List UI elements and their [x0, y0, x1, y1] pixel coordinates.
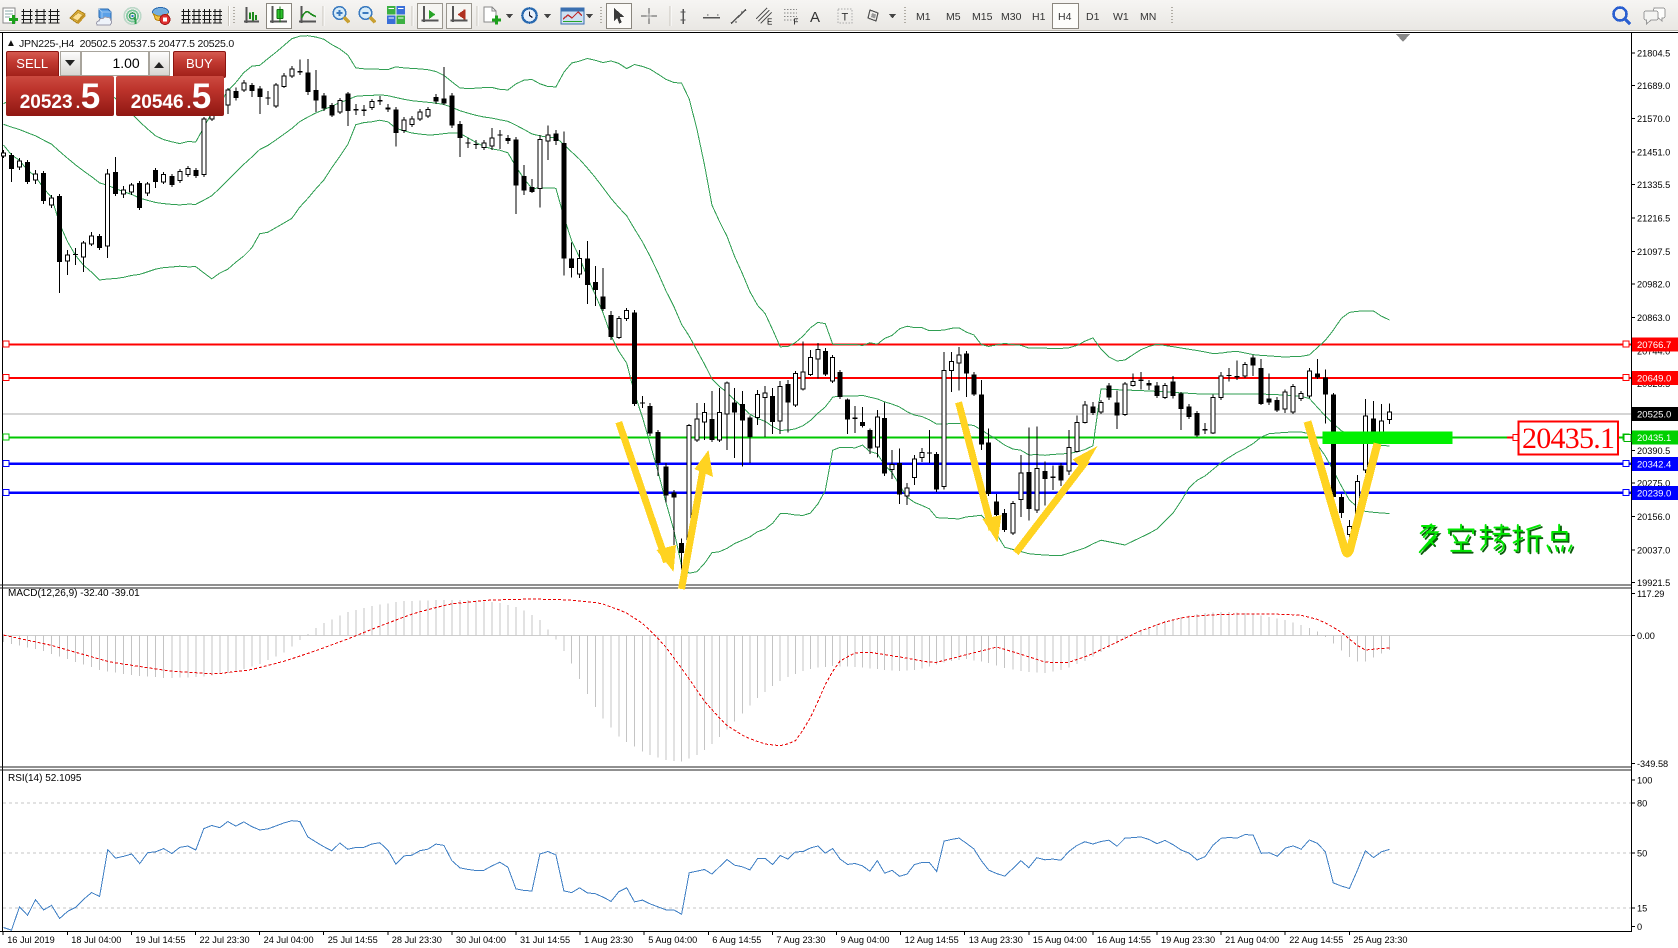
svg-text:▲: ▲ — [6, 38, 16, 49]
svg-text:21689.0: 21689.0 — [1637, 81, 1670, 91]
svg-text:W1: W1 — [1113, 11, 1129, 23]
svg-text:M5: M5 — [946, 11, 961, 23]
svg-text:MACD(12,26,9) -32.40 -39.01: MACD(12,26,9) -32.40 -39.01 — [8, 588, 140, 599]
svg-text:16 Jul 2019: 16 Jul 2019 — [7, 935, 55, 945]
svg-text:19921.5: 19921.5 — [1637, 578, 1670, 588]
svg-text:30 Jul 04:00: 30 Jul 04:00 — [456, 935, 506, 945]
svg-text:20390.5: 20390.5 — [1637, 446, 1670, 456]
svg-text:24 Jul 04:00: 24 Jul 04:00 — [264, 935, 314, 945]
svg-text:A: A — [810, 9, 820, 26]
svg-text:15 Aug 04:00: 15 Aug 04:00 — [1033, 935, 1087, 945]
svg-text:50: 50 — [1637, 848, 1647, 858]
svg-text:1 Aug 23:30: 1 Aug 23:30 — [584, 935, 633, 945]
svg-text:20156.0: 20156.0 — [1637, 512, 1670, 522]
svg-text:20649.0: 20649.0 — [1637, 373, 1671, 384]
svg-text:H4: H4 — [1058, 11, 1072, 23]
svg-text:M15: M15 — [972, 11, 993, 23]
svg-text:19 Aug 23:30: 19 Aug 23:30 — [1161, 935, 1215, 945]
svg-text:19 Jul 14:55: 19 Jul 14:55 — [135, 935, 185, 945]
svg-text:20982.0: 20982.0 — [1637, 280, 1670, 290]
svg-text:22 Jul 23:30: 22 Jul 23:30 — [200, 935, 250, 945]
svg-text:22 Aug 14:55: 22 Aug 14:55 — [1289, 935, 1343, 945]
svg-text:100: 100 — [1637, 775, 1652, 785]
svg-text:JPN225-,H4 20502.5 20537.5 20: JPN225-,H4 20502.5 20537.5 20477.5 20525… — [19, 38, 234, 50]
svg-text:H1: H1 — [1032, 11, 1046, 23]
svg-text:-349.58: -349.58 — [1637, 759, 1668, 769]
svg-text:21570.0: 21570.0 — [1637, 114, 1670, 124]
svg-text:20275.0: 20275.0 — [1637, 478, 1670, 488]
svg-text:20525.0: 20525.0 — [1637, 409, 1671, 420]
svg-text:117.29: 117.29 — [1637, 589, 1664, 599]
svg-text:20744.0: 20744.0 — [1637, 347, 1670, 357]
svg-text:T: T — [842, 12, 849, 24]
svg-text:M1: M1 — [916, 11, 931, 23]
svg-text:20239.0: 20239.0 — [1637, 488, 1671, 499]
svg-text:0: 0 — [1637, 922, 1642, 932]
svg-text:20037.0: 20037.0 — [1637, 545, 1670, 555]
svg-text:21804.5: 21804.5 — [1637, 48, 1670, 58]
svg-text:25 Jul 14:55: 25 Jul 14:55 — [328, 935, 378, 945]
svg-text:5 Aug 04:00: 5 Aug 04:00 — [648, 935, 697, 945]
svg-text:80: 80 — [1637, 798, 1647, 808]
svg-text:21335.5: 21335.5 — [1637, 180, 1670, 190]
svg-text:E: E — [767, 18, 772, 27]
svg-text:13 Aug 23:30: 13 Aug 23:30 — [969, 935, 1023, 945]
svg-text:M30: M30 — [1001, 11, 1022, 23]
svg-text:20435.1: 20435.1 — [1522, 422, 1615, 455]
svg-text:31 Jul 14:55: 31 Jul 14:55 — [520, 935, 570, 945]
svg-text:MN: MN — [1140, 11, 1156, 23]
svg-text:6 Aug 14:55: 6 Aug 14:55 — [712, 935, 761, 945]
svg-text:15: 15 — [1637, 904, 1647, 914]
svg-text:D1: D1 — [1086, 11, 1100, 23]
svg-text:12 Aug 14:55: 12 Aug 14:55 — [905, 935, 959, 945]
svg-text:20435.1: 20435.1 — [1637, 433, 1671, 444]
svg-text:21216.5: 21216.5 — [1637, 214, 1670, 224]
svg-text:21451.0: 21451.0 — [1637, 148, 1670, 158]
svg-text:18 Jul 04:00: 18 Jul 04:00 — [71, 935, 121, 945]
svg-text:16 Aug 14:55: 16 Aug 14:55 — [1097, 935, 1151, 945]
svg-text:9 Aug 04:00: 9 Aug 04:00 — [841, 935, 890, 945]
svg-text:0.00: 0.00 — [1637, 631, 1655, 641]
svg-text:RSI(14) 52.1095: RSI(14) 52.1095 — [8, 773, 82, 784]
svg-text:20863.0: 20863.0 — [1637, 313, 1670, 323]
svg-text:21 Aug 04:00: 21 Aug 04:00 — [1225, 935, 1279, 945]
svg-text:28 Jul 23:30: 28 Jul 23:30 — [392, 935, 442, 945]
svg-text:25 Aug 23:30: 25 Aug 23:30 — [1353, 935, 1407, 945]
svg-text:7 Aug 23:30: 7 Aug 23:30 — [776, 935, 825, 945]
svg-text:21097.5: 21097.5 — [1637, 247, 1670, 257]
svg-text:20342.4: 20342.4 — [1637, 459, 1671, 470]
svg-text:F: F — [794, 18, 799, 27]
svg-text:20766.7: 20766.7 — [1637, 340, 1671, 351]
